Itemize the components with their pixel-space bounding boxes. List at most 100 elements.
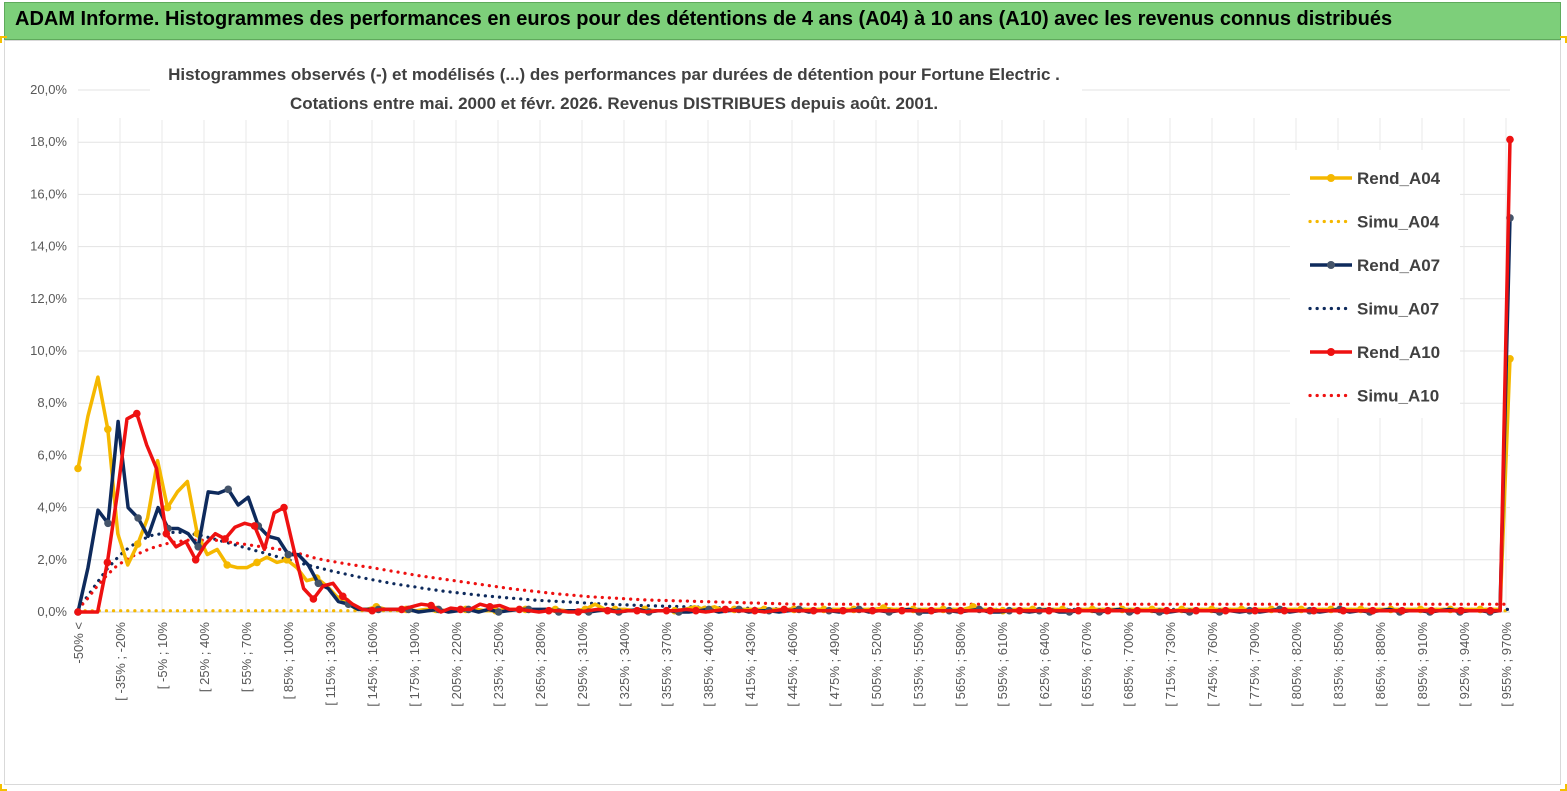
data-point (162, 529, 171, 538)
data-point (1104, 606, 1112, 615)
data-point (1310, 606, 1318, 615)
x-tick-label: [ 475% ; 490% (827, 622, 842, 707)
x-tick-label: [ 685% ; 700% (1121, 622, 1136, 707)
data-point (545, 606, 553, 615)
data-point (163, 503, 172, 512)
data-point (74, 464, 82, 473)
legend-marker (1327, 261, 1335, 269)
x-tick-label: [ -35% ; -20% (113, 622, 128, 701)
x-tick-label: [ 835% ; 850% (1331, 622, 1346, 707)
data-point (133, 409, 141, 418)
x-tick-label: [ 925% ; 940% (1457, 622, 1472, 707)
x-tick-label: [ 745% ; 760% (1205, 622, 1220, 707)
legend-marker (1327, 348, 1335, 356)
data-point (868, 606, 877, 615)
legend-item-simu-a04: Simu_A04 (1308, 213, 1440, 232)
data-point (280, 503, 288, 512)
data-point (839, 606, 847, 615)
data-point (339, 592, 347, 601)
series-simu-a10 (76, 538, 1512, 611)
legend-label: Rend_A07 (1357, 256, 1440, 275)
legend-label: Rend_A10 (1357, 343, 1440, 362)
data-point (956, 606, 965, 615)
data-point (427, 601, 435, 610)
x-tick-label: [ 595% ; 610% (995, 622, 1010, 707)
report-header-banner: ADAM Informe. Histogrammes des performan… (4, 2, 1561, 40)
x-tick-label: [ -5% ; 10% (155, 622, 170, 690)
data-point (1133, 606, 1142, 615)
x-tick-label: [ 25% ; 40% (197, 622, 212, 693)
data-point (1368, 606, 1377, 615)
data-point (574, 608, 582, 616)
x-axis: -50% < [ -35% ; -20% [ -5% ; 10% [ 25% ; 40… (71, 611, 1514, 707)
y-tick-label: 8,0% (37, 395, 67, 410)
data-point (486, 603, 494, 611)
y-tick-label: 20,0% (30, 82, 67, 97)
data-point (1162, 606, 1171, 615)
legend-item-rend-a10: Rend_A10 (1310, 343, 1440, 362)
x-tick-label: [ 805% ; 820% (1289, 622, 1304, 707)
x-tick-label: -50% < (71, 622, 86, 664)
x-tick-label: [ 145% ; 160% (365, 622, 380, 707)
legend-label: Simu_A04 (1357, 213, 1440, 232)
frame-corner-top-left (0, 36, 7, 43)
plot-area (74, 135, 1514, 616)
data-point (104, 519, 112, 528)
data-point (368, 606, 377, 615)
legend-label: Rend_A04 (1357, 169, 1441, 188)
x-tick-label: [ 865% ; 880% (1373, 622, 1388, 707)
data-point (309, 595, 318, 603)
data-point (314, 579, 323, 588)
series-line (76, 538, 1512, 611)
legend-item-rend-a07: Rend_A07 (1310, 256, 1440, 275)
y-tick-label: 14,0% (30, 239, 67, 254)
frame-corner-bottom-right (1560, 784, 1567, 791)
data-point (1045, 606, 1053, 615)
y-tick-label: 2,0% (37, 552, 67, 567)
data-point (250, 522, 259, 530)
data-point (134, 514, 142, 522)
y-axis: 0,0% 2,0% 4,0% 6,0% 8,0% 10,0% 12,0% 14,0% 16,0%… (30, 82, 67, 619)
data-point (1427, 606, 1436, 615)
x-tick-label: [ 955% ; 970% (1499, 622, 1514, 707)
x-tick-label: [ 565% ; 580% (953, 622, 968, 707)
x-tick-label: [ 775% ; 790% (1247, 622, 1262, 707)
data-point (809, 606, 818, 615)
chart-title-line-1: Histogrammes observés (-) et modélisés (… (168, 65, 1060, 84)
y-tick-label: 6,0% (37, 447, 67, 462)
data-point (927, 606, 936, 615)
report-title: ADAM Informe. Histogrammes des performan… (15, 8, 1393, 30)
frame-corner-bottom-left (0, 784, 7, 791)
data-point (224, 485, 232, 494)
x-tick-label: [ 385% ; 400% (701, 622, 716, 707)
legend-label: Simu_A10 (1357, 387, 1439, 406)
data-point (515, 605, 524, 614)
data-point (103, 558, 112, 567)
data-point (191, 556, 200, 564)
x-tick-label: [ 265% ; 280% (533, 622, 548, 707)
legend: Rend_A04 Simu_A04 Rend_A07 Simu_A07 Rend_A10… (1290, 150, 1460, 418)
data-point (456, 605, 465, 614)
data-point (104, 425, 112, 434)
frame-corner-top-right (1560, 36, 1567, 43)
x-tick-label: [ 625% ; 640% (1037, 622, 1052, 707)
data-point (1280, 606, 1289, 615)
x-tick-label: [ 445% ; 460% (785, 622, 800, 707)
data-point (133, 540, 142, 548)
data-point (1251, 606, 1259, 615)
x-tick-label: [ 325% ; 340% (617, 622, 632, 707)
y-tick-label: 10,0% (30, 343, 67, 358)
series-simu-a07 (76, 530, 1512, 611)
chart-title-line-2: Cotations entre mai. 2000 et févr. 2026.… (290, 94, 938, 113)
x-tick-label: [ 655% ; 670% (1079, 622, 1094, 707)
legend-item-rend-a04: Rend_A04 (1310, 169, 1441, 188)
y-tick-label: 0,0% (37, 604, 67, 619)
data-point (780, 605, 788, 614)
x-tick-label: [ 295% ; 310% (575, 622, 590, 707)
data-point (397, 605, 406, 614)
series-line (78, 139, 1512, 614)
data-point (751, 606, 759, 615)
x-tick-label: [ 715% ; 730% (1163, 622, 1178, 707)
data-point (986, 606, 994, 615)
legend-label: Simu_A07 (1357, 300, 1439, 319)
